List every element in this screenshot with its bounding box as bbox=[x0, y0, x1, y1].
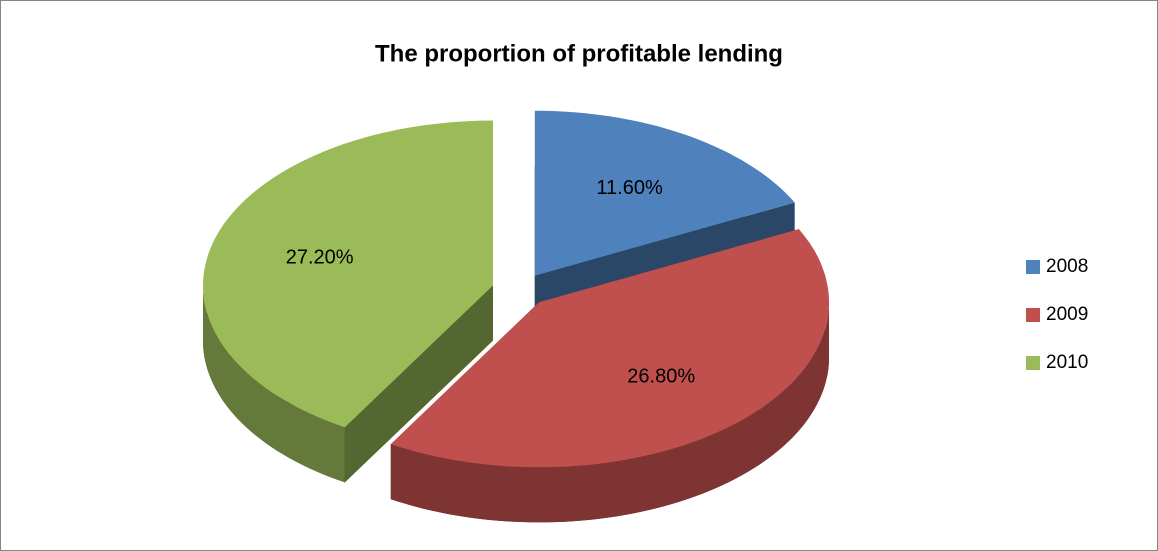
data-label: 26.80% bbox=[627, 366, 695, 388]
data-label: 11.60% bbox=[596, 177, 663, 199]
legend-label: 2010 bbox=[1046, 352, 1088, 373]
slice-wall bbox=[390, 302, 829, 523]
data-label: 27.20% bbox=[286, 247, 354, 269]
legend-label: 2008 bbox=[1046, 256, 1088, 277]
slice bbox=[203, 120, 493, 428]
slice-wall bbox=[203, 285, 345, 483]
slice bbox=[534, 110, 795, 276]
legend-swatch bbox=[1026, 260, 1040, 274]
legend-swatch bbox=[1026, 308, 1040, 322]
slice-side bbox=[344, 285, 493, 483]
legend-label: 2009 bbox=[1046, 304, 1088, 325]
legend-swatch bbox=[1026, 356, 1040, 370]
slice bbox=[390, 229, 829, 468]
chart-title: The proportion of profitable lending bbox=[375, 40, 783, 67]
